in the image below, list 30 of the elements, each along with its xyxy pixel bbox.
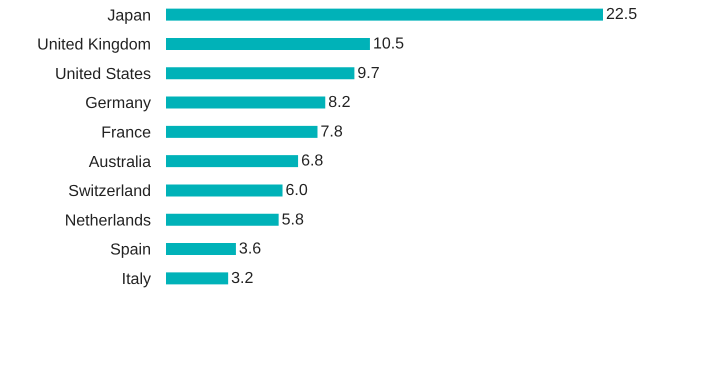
data-label: 8.2 bbox=[328, 94, 351, 112]
data-label: 9.7 bbox=[357, 64, 380, 82]
bar bbox=[166, 126, 318, 138]
y-tick-label: Germany bbox=[85, 95, 151, 112]
data-label: 5.8 bbox=[282, 211, 304, 228]
data-label: 10.5 bbox=[372, 35, 404, 52]
y-tick-label: Switzerland bbox=[68, 183, 151, 200]
y-tick-label: Japan bbox=[107, 7, 151, 24]
y-tick-label: Italy bbox=[122, 270, 151, 288]
bar bbox=[166, 184, 283, 196]
y-tick-label: Spain bbox=[110, 242, 151, 259]
bar bbox=[166, 155, 298, 168]
bar bbox=[166, 8, 603, 21]
bar bbox=[166, 214, 279, 226]
y-tick-label: Netherlands bbox=[64, 212, 151, 230]
bar bbox=[166, 272, 228, 284]
data-label: 7.8 bbox=[320, 123, 343, 140]
bar bbox=[166, 38, 370, 50]
data-label: 22.5 bbox=[606, 6, 638, 24]
data-label: 3.2 bbox=[231, 270, 254, 287]
y-tick-label: United Kingdom bbox=[37, 36, 151, 54]
bar bbox=[166, 243, 236, 256]
y-tick-label: Australia bbox=[88, 154, 152, 171]
y-tick-label: France bbox=[101, 124, 152, 142]
y-tick-label: United States bbox=[54, 66, 151, 83]
bar bbox=[166, 67, 354, 80]
data-label: 3.6 bbox=[238, 240, 262, 258]
data-label: 6.0 bbox=[286, 182, 308, 199]
bar bbox=[166, 96, 326, 109]
data-label: 6.8 bbox=[301, 152, 324, 170]
